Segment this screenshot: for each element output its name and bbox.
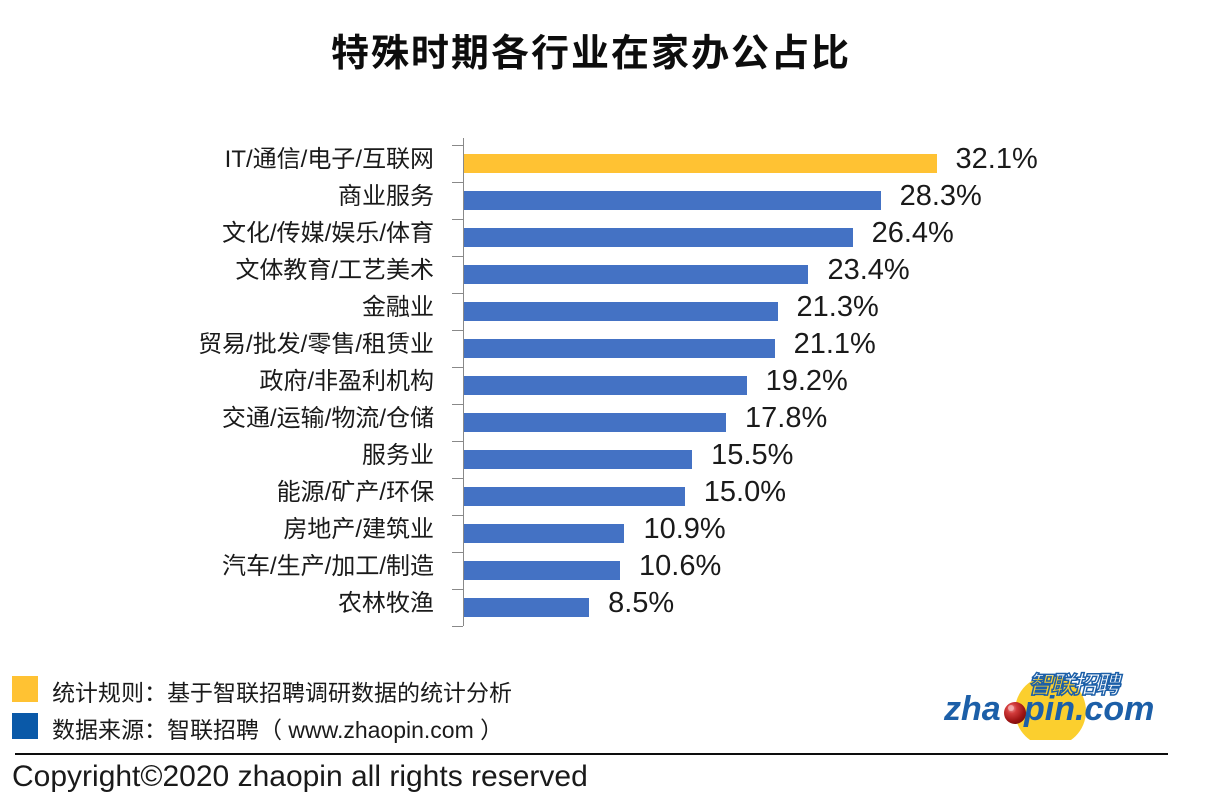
svg-text:zha: zha	[943, 690, 1001, 728]
svg-text:pin.com: pin.com	[1023, 690, 1154, 728]
